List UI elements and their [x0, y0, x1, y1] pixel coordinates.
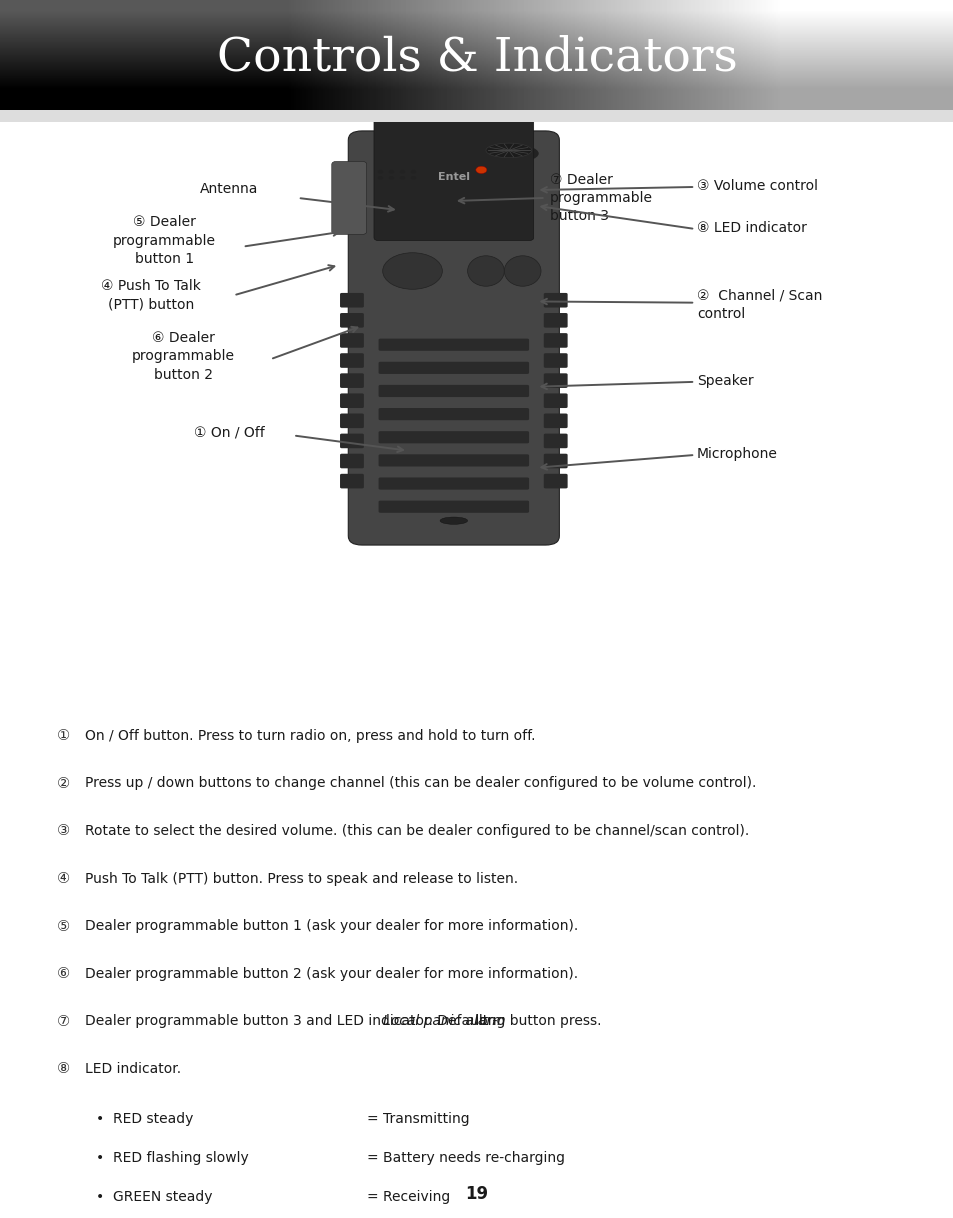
- Ellipse shape: [439, 516, 467, 525]
- Ellipse shape: [478, 144, 538, 163]
- FancyBboxPatch shape: [348, 130, 558, 546]
- Text: ④ Push To Talk
(PTT) button: ④ Push To Talk (PTT) button: [101, 279, 201, 312]
- FancyBboxPatch shape: [378, 408, 529, 420]
- FancyBboxPatch shape: [378, 477, 529, 490]
- Text: ① On / Off: ① On / Off: [193, 425, 264, 440]
- FancyBboxPatch shape: [339, 393, 363, 408]
- Text: HT953: HT953: [9, 661, 28, 732]
- Text: ③ Volume control: ③ Volume control: [697, 179, 817, 192]
- Text: Controls & Indicators: Controls & Indicators: [216, 35, 737, 80]
- Text: Rotate to select the desired volume. (this can be dealer configured to be channe: Rotate to select the desired volume. (th…: [85, 823, 748, 838]
- Text: Push To Talk (PTT) button. Press to speak and release to listen.: Push To Talk (PTT) button. Press to spea…: [85, 872, 517, 885]
- Circle shape: [399, 169, 405, 173]
- Text: long button press.: long button press.: [471, 1015, 600, 1028]
- FancyBboxPatch shape: [378, 362, 529, 374]
- FancyBboxPatch shape: [543, 292, 567, 307]
- Text: On / Off button. Press to turn radio on, press and hold to turn off.: On / Off button. Press to turn radio on,…: [85, 728, 535, 743]
- FancyBboxPatch shape: [378, 501, 529, 513]
- FancyBboxPatch shape: [339, 414, 363, 429]
- FancyBboxPatch shape: [543, 353, 567, 368]
- FancyBboxPatch shape: [543, 333, 567, 348]
- Text: •  RED flashing slowly: • RED flashing slowly: [96, 1151, 249, 1164]
- Text: Press up / down buttons to change channel (this can be dealer configured to be v: Press up / down buttons to change channe…: [85, 776, 756, 790]
- Text: Entel: Entel: [437, 172, 469, 181]
- FancyBboxPatch shape: [374, 113, 533, 241]
- Ellipse shape: [467, 256, 504, 286]
- Text: Speaker: Speaker: [697, 374, 753, 387]
- FancyBboxPatch shape: [543, 313, 567, 328]
- Text: = Transmitting: = Transmitting: [367, 1112, 469, 1125]
- FancyBboxPatch shape: [378, 385, 529, 397]
- Text: ⑥ Dealer
programmable
button 2: ⑥ Dealer programmable button 2: [132, 331, 234, 381]
- Circle shape: [410, 169, 416, 173]
- FancyBboxPatch shape: [378, 454, 529, 466]
- FancyBboxPatch shape: [543, 373, 567, 387]
- FancyBboxPatch shape: [543, 393, 567, 408]
- Circle shape: [388, 175, 394, 179]
- Circle shape: [377, 169, 383, 173]
- FancyBboxPatch shape: [378, 431, 529, 443]
- Text: Dealer programmable button 3 and LED indicator. Default -: Dealer programmable button 3 and LED ind…: [85, 1015, 501, 1028]
- FancyBboxPatch shape: [543, 453, 567, 468]
- Text: Antenna: Antenna: [199, 181, 258, 196]
- FancyBboxPatch shape: [543, 474, 567, 488]
- FancyBboxPatch shape: [543, 414, 567, 429]
- Text: ⑤: ⑤: [57, 918, 71, 934]
- FancyBboxPatch shape: [339, 292, 363, 307]
- Text: ②: ②: [57, 776, 71, 790]
- Text: •  GREEN steady: • GREEN steady: [96, 1190, 213, 1203]
- Text: ⑦ Dealer
programmable
button 3: ⑦ Dealer programmable button 3: [550, 173, 653, 223]
- Text: 19: 19: [465, 1185, 488, 1202]
- FancyBboxPatch shape: [332, 161, 366, 234]
- Ellipse shape: [382, 252, 442, 289]
- Text: ①: ①: [57, 728, 71, 743]
- Text: ⑧ LED indicator: ⑧ LED indicator: [697, 222, 806, 235]
- Text: ⑤ Dealer
programmable
button 1: ⑤ Dealer programmable button 1: [113, 216, 216, 266]
- Text: = Receiving: = Receiving: [367, 1190, 450, 1203]
- FancyBboxPatch shape: [339, 474, 363, 488]
- Text: Dealer programmable button 1 (ask your dealer for more information).: Dealer programmable button 1 (ask your d…: [85, 920, 578, 933]
- FancyBboxPatch shape: [339, 333, 363, 348]
- Text: Local panic alarm: Local panic alarm: [383, 1015, 505, 1028]
- FancyBboxPatch shape: [339, 313, 363, 328]
- FancyBboxPatch shape: [339, 353, 363, 368]
- Text: Microphone: Microphone: [697, 447, 777, 460]
- Text: = Battery needs re-charging: = Battery needs re-charging: [367, 1151, 564, 1164]
- Circle shape: [388, 169, 394, 173]
- Circle shape: [476, 167, 486, 174]
- FancyBboxPatch shape: [543, 434, 567, 448]
- FancyBboxPatch shape: [339, 434, 363, 448]
- FancyBboxPatch shape: [339, 373, 363, 387]
- Ellipse shape: [485, 144, 531, 158]
- Ellipse shape: [504, 256, 540, 286]
- Circle shape: [410, 175, 416, 179]
- FancyBboxPatch shape: [435, 80, 455, 143]
- Text: ⑥: ⑥: [57, 966, 71, 982]
- FancyBboxPatch shape: [339, 453, 363, 468]
- Text: ⑧: ⑧: [57, 1061, 71, 1077]
- Text: ③: ③: [57, 823, 71, 838]
- Text: •  RED steady: • RED steady: [96, 1112, 193, 1125]
- Text: Dealer programmable button 2 (ask your dealer for more information).: Dealer programmable button 2 (ask your d…: [85, 967, 578, 980]
- FancyBboxPatch shape: [378, 339, 529, 351]
- Circle shape: [377, 175, 383, 179]
- Text: ⑦: ⑦: [57, 1013, 71, 1029]
- Text: LED indicator.: LED indicator.: [85, 1062, 181, 1075]
- Text: ④: ④: [57, 871, 71, 885]
- Circle shape: [399, 175, 405, 179]
- Text: ②  Channel / Scan
control: ② Channel / Scan control: [697, 289, 821, 320]
